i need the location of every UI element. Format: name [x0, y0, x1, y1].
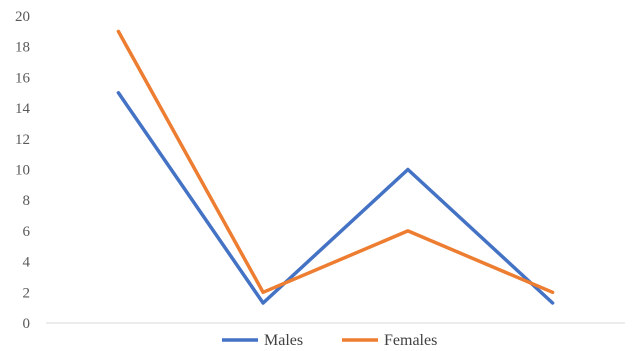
series-lines	[116, 29, 555, 305]
y-tick-label: 16	[15, 70, 31, 86]
series-line-females	[116, 29, 555, 295]
y-tick-label: 2	[23, 285, 31, 301]
y-tick-label: 4	[23, 255, 31, 271]
y-tick-label: 18	[15, 40, 30, 56]
series-line-males	[116, 91, 555, 305]
legend: Males Females	[212, 326, 462, 351]
y-tick-label: 10	[15, 163, 30, 179]
y-tick-label: 0	[23, 316, 31, 332]
y-tick-label: 20	[15, 9, 30, 25]
y-tick-label: 6	[23, 224, 31, 240]
y-axis-ticks: 0 2 4 6 8 10 12 14 16 18 20	[15, 9, 31, 332]
y-tick-label: 14	[15, 101, 31, 117]
y-tick-label: 12	[15, 132, 30, 148]
legend-label-females: Females	[384, 332, 437, 349]
y-tick-label: 8	[23, 193, 31, 209]
legend-label-males: Males	[264, 332, 303, 349]
